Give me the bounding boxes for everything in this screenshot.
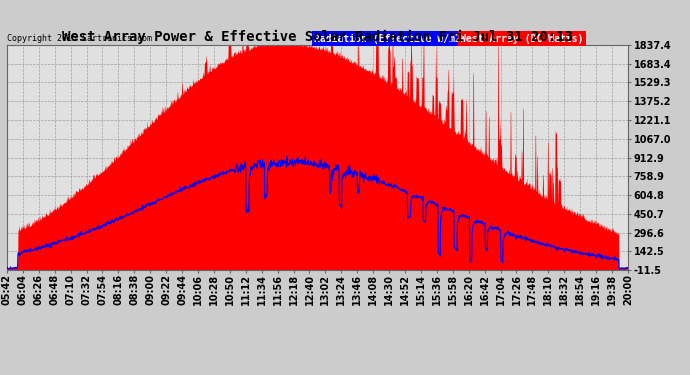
- Text: Copyright 2015 Cartronics.com: Copyright 2015 Cartronics.com: [7, 34, 152, 43]
- Title: West Array Power & Effective Solar Radiation Fri Jul 31 20:13: West Array Power & Effective Solar Radia…: [62, 30, 573, 44]
- Text: West Array (DC Watts): West Array (DC Watts): [460, 34, 584, 44]
- Text: Radiation (Effective w/m2): Radiation (Effective w/m2): [314, 34, 467, 44]
